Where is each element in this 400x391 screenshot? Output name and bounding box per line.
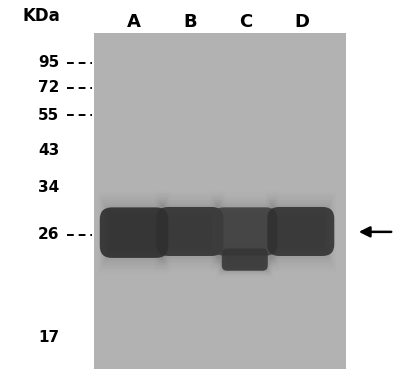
FancyBboxPatch shape: [111, 217, 157, 248]
Text: 43: 43: [38, 143, 59, 158]
Text: 95: 95: [38, 55, 59, 70]
FancyBboxPatch shape: [267, 207, 334, 256]
FancyBboxPatch shape: [225, 252, 264, 267]
FancyBboxPatch shape: [167, 216, 213, 247]
FancyBboxPatch shape: [222, 249, 268, 271]
FancyBboxPatch shape: [222, 214, 268, 249]
FancyBboxPatch shape: [223, 217, 267, 246]
Text: 34: 34: [38, 180, 59, 195]
FancyBboxPatch shape: [166, 214, 214, 249]
Text: 26: 26: [38, 227, 59, 242]
FancyBboxPatch shape: [278, 216, 324, 247]
Text: KDa: KDa: [22, 7, 60, 25]
FancyBboxPatch shape: [212, 207, 278, 256]
Text: 17: 17: [38, 330, 59, 344]
FancyBboxPatch shape: [100, 207, 168, 258]
FancyBboxPatch shape: [94, 33, 346, 369]
Text: D: D: [294, 13, 310, 30]
Text: C: C: [239, 13, 253, 30]
FancyBboxPatch shape: [226, 253, 263, 267]
FancyBboxPatch shape: [277, 214, 325, 249]
FancyBboxPatch shape: [110, 215, 158, 251]
Text: 72: 72: [38, 81, 59, 95]
Text: A: A: [127, 13, 141, 30]
Text: 55: 55: [38, 108, 59, 123]
FancyBboxPatch shape: [156, 207, 224, 256]
Text: B: B: [183, 13, 197, 30]
